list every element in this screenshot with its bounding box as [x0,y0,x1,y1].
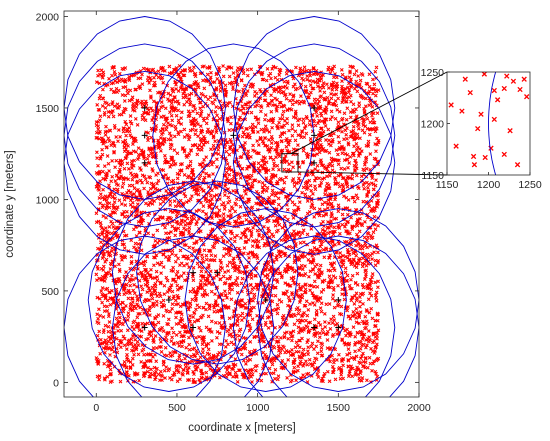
zoom-connector-top [290,71,448,155]
inset-node-point [448,102,454,108]
cluster-centers [141,104,342,331]
inset-node-point [501,151,507,158]
cluster-center-11 [190,324,197,331]
y-tick-label: 2000 [36,11,60,23]
main-chart: 0 500 1000 1500 2000 0 500 1000 1500 2000 coordi… [4,10,448,434]
inset-x-tick-label: 1150 [436,179,459,191]
cluster-circle-11 [111,235,275,397]
cluster-center-15 [335,297,342,304]
cluster-circle-7 [232,70,396,255]
inset-node-point [494,97,501,103]
inset-node-point [517,86,523,93]
cluster-center-16 [335,324,342,331]
main-x-ticks: 0 500 1000 1500 2000 [93,11,431,414]
cluster-center-13 [262,297,269,304]
cluster-circle-1 [64,16,226,200]
inset-x-ticks: 1150 1200 1250 [436,172,542,191]
zoom-connectors [290,71,448,176]
cluster-center-3 [141,159,148,166]
cluster-circle-13 [184,208,347,392]
cluster-circle-16 [257,235,419,397]
inset-x-tick-label: 1250 [518,179,542,191]
cluster-circle-8 [87,208,251,392]
main-axes-box [63,10,420,398]
x-tick-label: 0 [93,402,99,414]
inset-y-tick-label: 1200 [421,119,445,131]
inset-node-point [524,94,530,100]
x-tick-label: 1000 [246,402,270,414]
cluster-center-8 [165,297,172,304]
cluster-center-10 [214,269,221,276]
inset-node-point [470,153,477,160]
inset-y-ticks: 1150 1200 1250 [421,67,450,182]
y-tick-label: 1000 [36,194,60,206]
cluster-center-9 [190,269,197,276]
inset-node-point [501,85,507,92]
inset-node-point [475,125,481,132]
cluster-circle-3 [64,70,226,255]
cluster-center-5 [311,104,318,111]
cluster-center-6 [311,132,318,139]
x-tick-label: 2000 [407,402,431,414]
inset-y-tick-label: 1150 [421,170,444,182]
inset-sensor-nodes [448,72,530,168]
inset-node-point [482,154,488,161]
cluster-center-7 [311,159,318,166]
inset-node-point [491,116,497,123]
x-tick-label: 1500 [327,402,351,414]
cluster-circle-12 [64,235,226,397]
cluster-circle-5 [232,16,396,200]
inset-node-point [491,87,497,94]
inset-node-point [459,108,465,114]
cluster-center-14 [311,324,318,331]
y-tick-label: 0 [53,377,59,389]
main-y-axis-label: coordinate y [meters] [4,150,16,257]
inset-y-tick-label: 1250 [421,67,445,79]
inset-node-point [467,89,473,96]
cluster-center-1 [141,104,148,111]
zoom-box [281,153,299,173]
cluster-circle-10 [136,180,299,365]
cluster-center-2 [141,132,148,139]
cluster-circle-2 [64,43,226,228]
inset-node-point [514,162,521,168]
inset-node-point [453,143,459,149]
inset-x-tick-label: 1200 [477,179,501,191]
y-tick-label: 500 [41,286,59,298]
zoom-connector-bottom [297,171,448,176]
inset-node-point [504,73,510,79]
cluster-circles [64,16,419,397]
cluster-circle-14 [232,235,396,397]
x-tick-label: 500 [168,402,186,414]
inset-node-point [521,76,527,82]
inset-node-point [478,111,484,117]
main-y-ticks: 0 500 1000 1500 2000 [36,11,419,389]
y-tick-label: 1500 [36,103,60,115]
cluster-circle-15 [257,208,419,392]
cluster-center-12 [141,324,148,331]
inset-node-point [471,162,478,168]
cluster-circle-9 [111,180,275,365]
inset-node-point [462,76,468,82]
inset-node-point [507,128,513,134]
inset-node-point [510,78,517,84]
cluster-center-4 [230,132,237,139]
main-x-axis-label: coordinate x [meters] [188,422,295,434]
inset-chart: 1150 1200 1250 1150 1200 1250 [421,67,542,191]
inset-node-point [481,72,488,77]
